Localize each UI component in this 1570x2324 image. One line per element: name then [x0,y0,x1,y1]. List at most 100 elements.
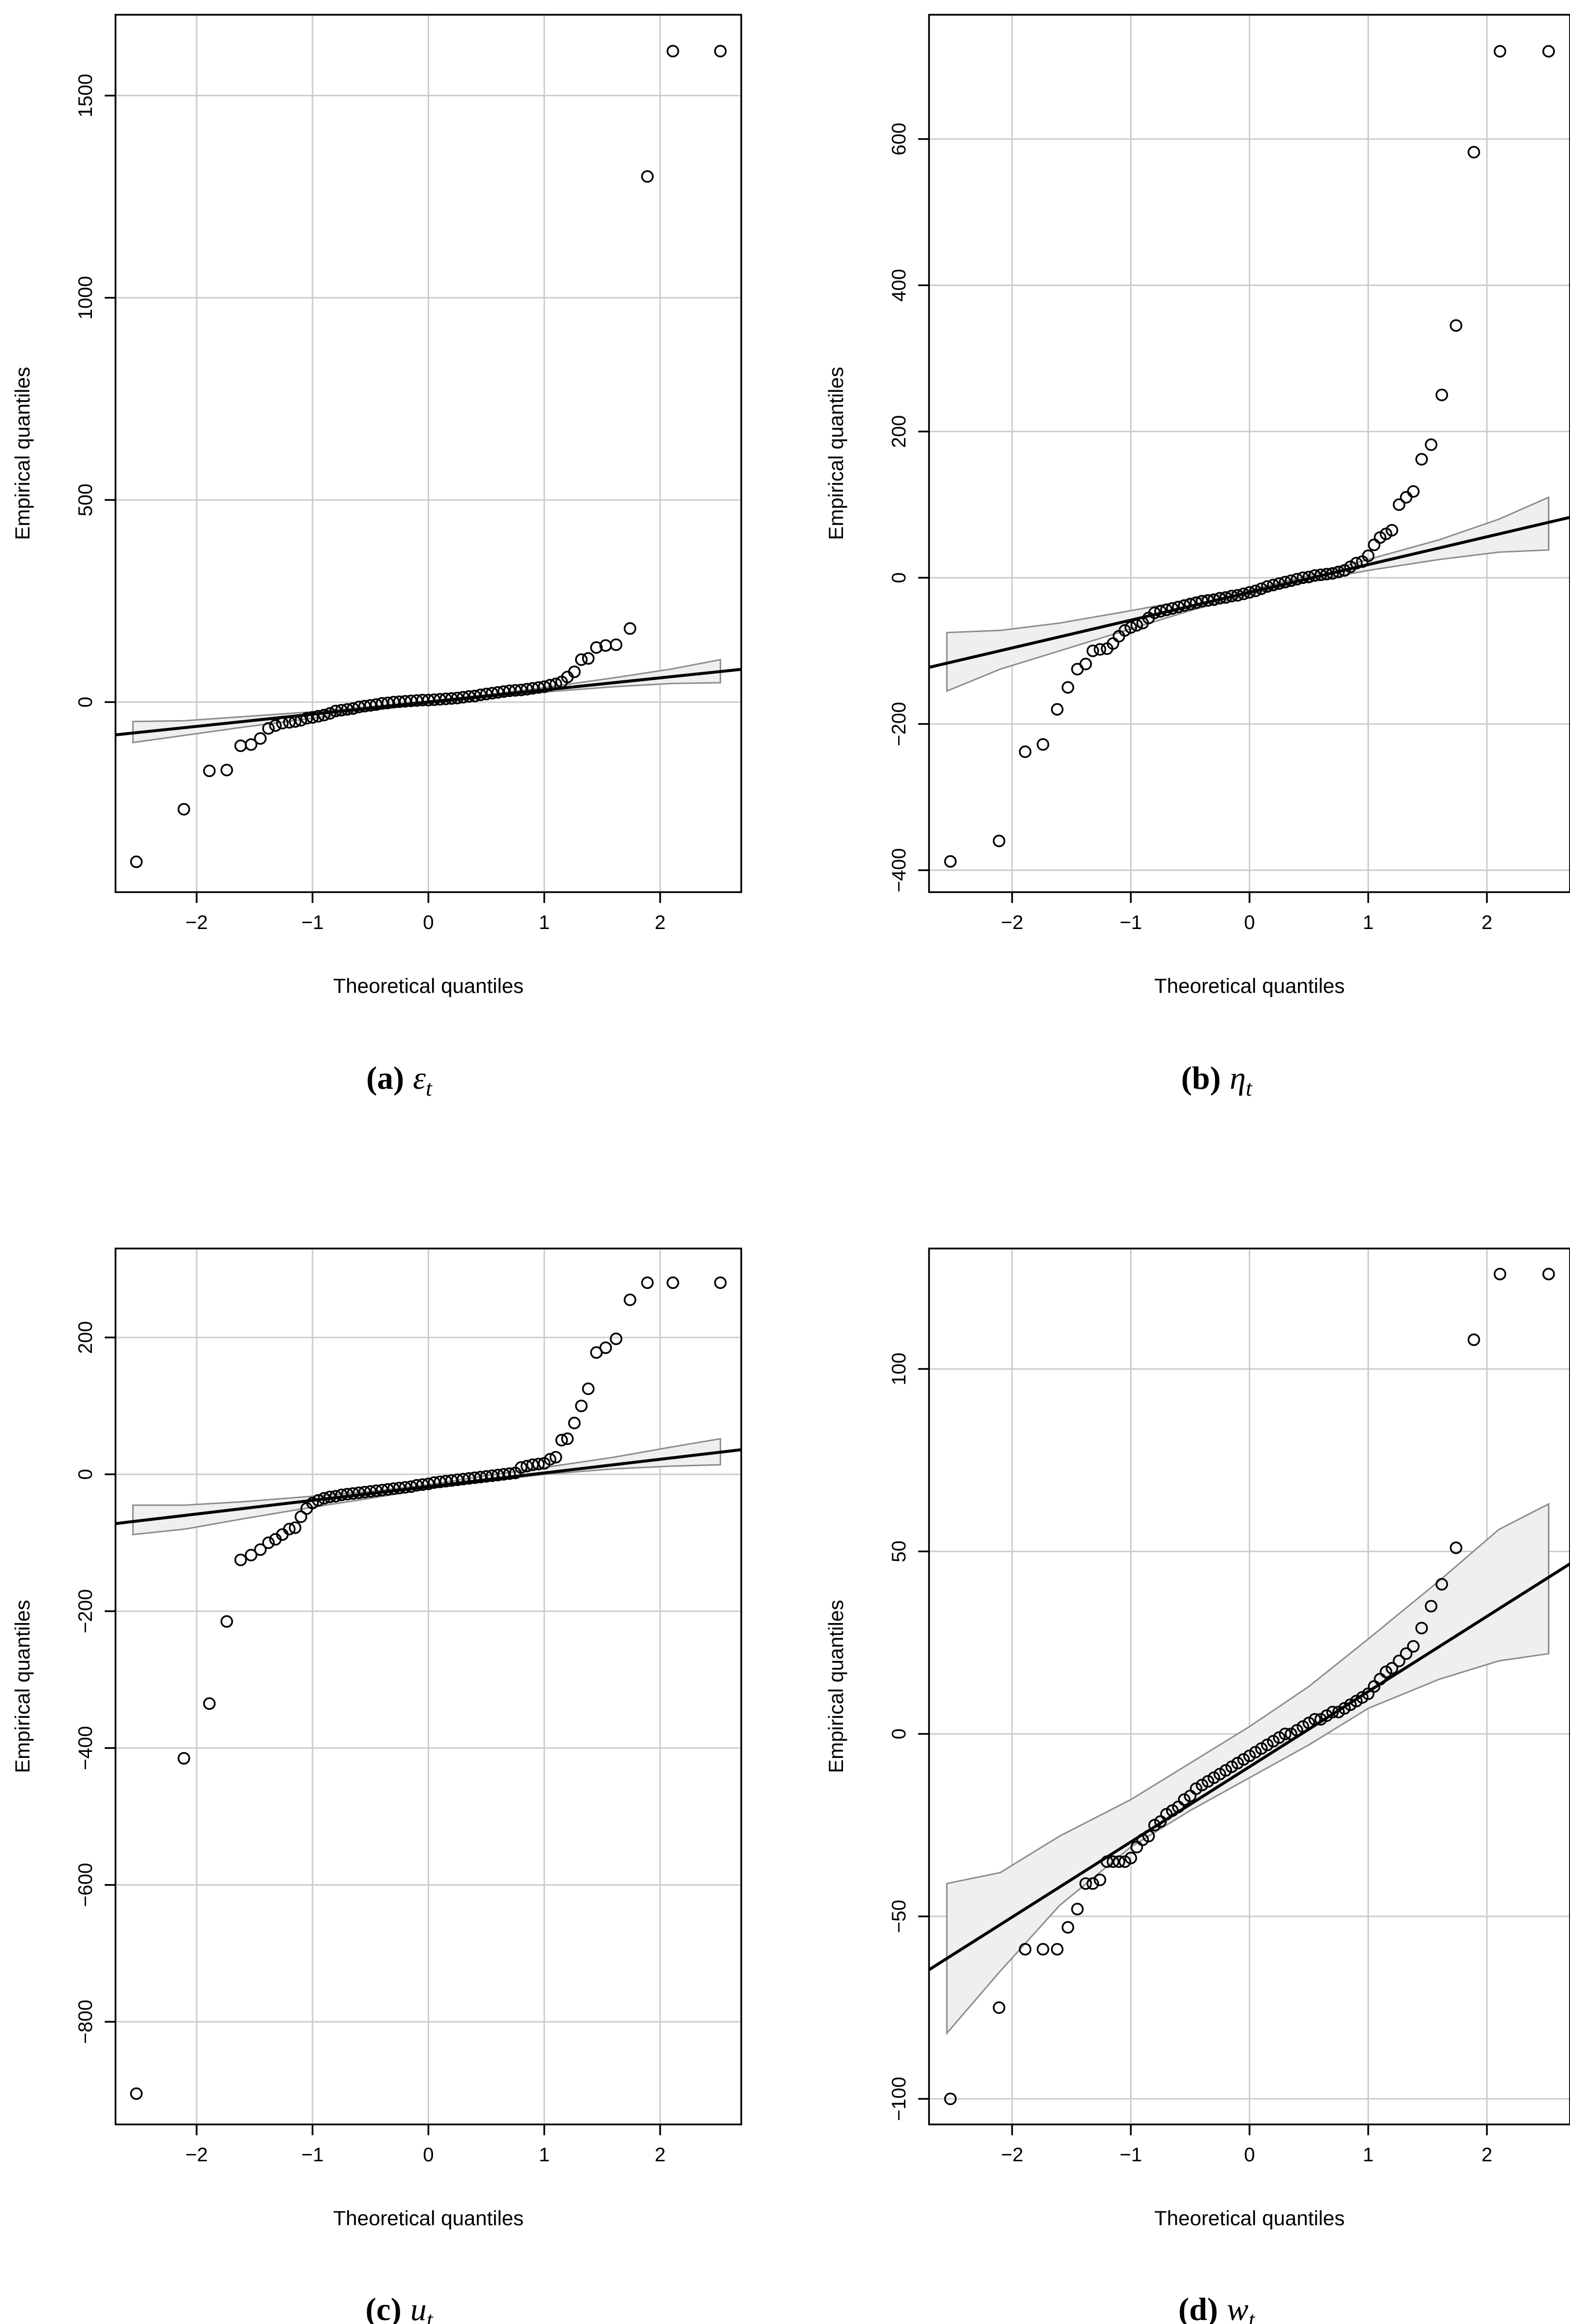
data-point [1154,605,1167,618]
data-point [1061,681,1075,694]
data-point [550,1451,562,1464]
data-point [405,1480,417,1493]
data-point [1542,1268,1555,1280]
data-point [130,2087,143,2100]
caption-symbol: η [1230,1060,1246,1096]
x-tick-label: −1 [301,912,324,933]
data-point [515,1461,527,1474]
data-point [416,1478,429,1491]
caption-subscript: t [426,1075,433,1101]
data-point [992,2001,1006,2014]
data-point [245,1548,258,1562]
data-point [555,1434,568,1447]
caption-subscript: t [1249,2307,1255,2324]
data-point [220,763,233,777]
y-tick-label: 100 [888,1353,910,1386]
data-point [1051,1943,1064,1956]
y-tick-label: 50 [888,1540,910,1563]
data-point [283,1523,296,1536]
data-point [1393,1655,1406,1667]
x-tick-label: 0 [423,912,434,933]
data-point [1255,582,1268,595]
data-point [1367,538,1381,552]
data-point [1267,579,1280,591]
data-point [323,707,336,720]
data-point [323,1490,336,1504]
data-point [497,685,510,698]
data-point [1393,498,1406,511]
data-point [1190,596,1203,609]
y-tick-label: −400 [75,1726,96,1770]
data-point [992,835,1006,847]
data-point [312,1494,325,1507]
data-point [376,697,388,710]
data-point [1101,1855,1113,1868]
data-point [1160,604,1173,616]
x-tick-label: 1 [539,912,550,933]
panel-d: −2 −1 0 1 2 −100 −50 0 50 100 Theoretical quantile… [824,1248,1570,2324]
data-point [1184,598,1197,610]
data-point [1213,592,1226,605]
data-point [1320,568,1333,581]
data-point [1124,621,1137,634]
data-point [486,687,498,700]
data-point [300,712,313,725]
data-point [1435,1578,1448,1591]
data-point [254,1543,267,1556]
panel-caption: (a) εt [366,1060,433,1101]
data-point [1237,587,1250,600]
data-point [262,1536,275,1549]
data-point [623,1293,637,1307]
data-point [1467,145,1481,159]
data-point [262,722,275,735]
x-tick-label: 2 [655,2144,666,2166]
data-point [312,710,325,723]
data-point [561,1432,574,1445]
panel-caption: (c) ut [365,2292,433,2324]
data-point [445,692,458,705]
data-point [521,1459,533,1473]
data-point [492,1469,504,1482]
x-axis-label: Theoretical quantiles [333,2207,524,2230]
caption-symbol: u [410,2292,427,2324]
data-point [474,1471,487,1483]
caption-symbol: ε [413,1060,426,1096]
caption-symbol: w [1227,2292,1249,2324]
data-point [1261,580,1274,593]
data-point [1273,577,1286,590]
x-tick-label: 1 [539,2144,550,2166]
data-point [203,1697,216,1710]
data-point [399,1481,412,1494]
y-tick-label: 0 [75,1469,96,1480]
data-point [177,803,190,816]
data-point [1308,1713,1321,1726]
data-point [1302,571,1315,583]
data-point [1350,556,1363,570]
data-point [329,1490,342,1503]
y-tick-label: −200 [75,1589,96,1633]
data-point [1207,593,1221,606]
data-point [667,1276,679,1289]
data-point [1195,595,1209,608]
data-point [1086,644,1099,657]
x-tick-label: 1 [1363,912,1373,933]
x-tick-label: 0 [1244,2144,1255,2166]
data-point [641,170,654,183]
data-point [451,692,464,704]
data-point [480,688,493,700]
data-point [590,641,603,654]
caption-subscript: t [1246,1075,1252,1101]
y-axis-label: Empirical quantiles [11,1600,34,1773]
x-tick-label: −2 [1001,912,1023,933]
x-tick-label: 0 [1244,912,1255,933]
data-point [1493,1268,1507,1280]
data-point [1061,1921,1075,1934]
data-point [457,1473,469,1485]
data-point [641,1276,654,1289]
data-point [1166,602,1179,615]
y-tick-label: 200 [888,415,910,448]
data-point [370,1484,383,1497]
data-point [1425,438,1438,451]
data-point [1386,1662,1398,1675]
